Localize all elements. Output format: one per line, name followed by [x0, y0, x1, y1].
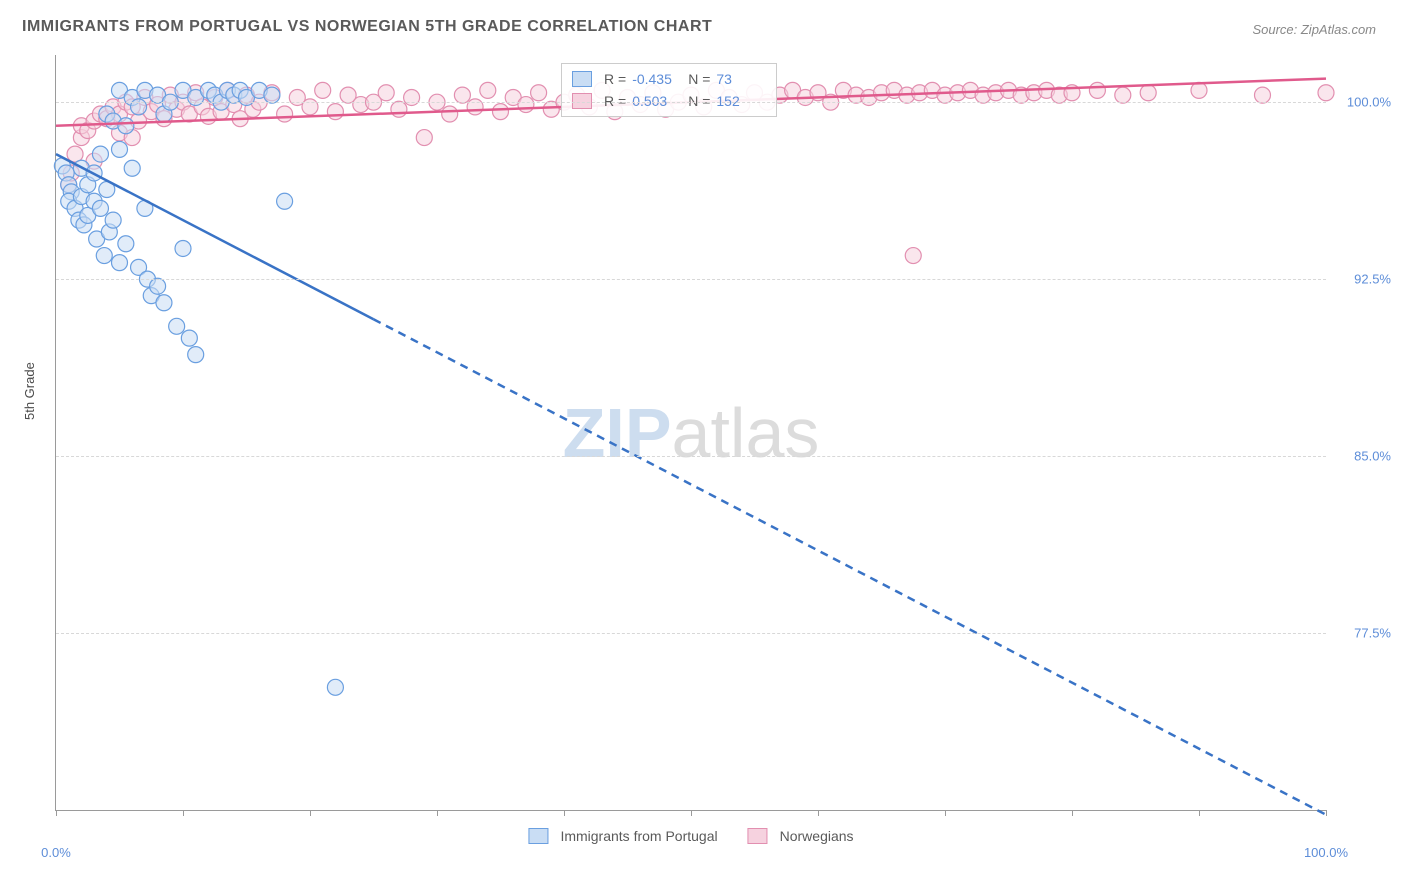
legend-swatch-portugal — [528, 828, 548, 844]
portugal-point — [169, 318, 185, 334]
x-tick — [1199, 810, 1200, 816]
correlation-swatch — [572, 93, 592, 109]
y-tick-label: 77.5% — [1354, 626, 1391, 641]
norwegian-point — [416, 130, 432, 146]
portugal-point — [118, 236, 134, 252]
portugal-trend-dashed — [374, 319, 1327, 814]
portugal-point — [92, 200, 108, 216]
portugal-point — [112, 255, 128, 271]
x-tick — [564, 810, 565, 816]
norwegian-point — [905, 248, 921, 264]
grid-line — [56, 456, 1326, 457]
portugal-point — [181, 330, 197, 346]
norwegian-point — [480, 82, 496, 98]
portugal-point — [92, 146, 108, 162]
norwegian-point — [391, 101, 407, 117]
x-tick-label: 100.0% — [1304, 845, 1348, 860]
y-tick-label: 100.0% — [1347, 95, 1391, 110]
legend-label-portugal: Immigrants from Portugal — [560, 828, 717, 844]
source-attribution: Source: ZipAtlas.com — [1252, 22, 1376, 37]
norwegian-point — [1318, 85, 1334, 101]
plot-area: ZIPatlas R =-0.435N =73R =0.503N =152 Im… — [55, 55, 1326, 811]
portugal-point — [124, 160, 140, 176]
grid-line — [56, 102, 1326, 103]
portugal-point — [175, 240, 191, 256]
portugal-point — [96, 248, 112, 264]
legend-item-norwegian: Norwegians — [748, 828, 854, 844]
norwegian-point — [277, 106, 293, 122]
portugal-point — [188, 347, 204, 363]
norwegian-point — [1140, 85, 1156, 101]
x-tick — [437, 810, 438, 816]
x-tick — [310, 810, 311, 816]
norwegian-point — [531, 85, 547, 101]
y-tick-label: 92.5% — [1354, 272, 1391, 287]
norwegian-point — [454, 87, 470, 103]
chart-container: IMMIGRANTS FROM PORTUGAL VS NORWEGIAN 5T… — [0, 0, 1406, 892]
correlation-row: R =0.503N =152 — [572, 90, 766, 112]
norwegian-point — [1255, 87, 1271, 103]
norwegian-point — [493, 104, 509, 120]
norwegian-point — [315, 82, 331, 98]
x-tick — [818, 810, 819, 816]
norwegian-point — [378, 85, 394, 101]
correlation-swatch — [572, 71, 592, 87]
grid-line — [56, 633, 1326, 634]
norwegian-point — [1115, 87, 1131, 103]
portugal-point — [150, 278, 166, 294]
portugal-point — [264, 87, 280, 103]
bottom-legend: Immigrants from Portugal Norwegians — [528, 828, 853, 844]
x-tick — [1326, 810, 1327, 816]
norwegian-point — [518, 97, 534, 113]
chart-svg — [56, 55, 1326, 810]
portugal-point — [277, 193, 293, 209]
x-tick — [56, 810, 57, 816]
portugal-point — [156, 295, 172, 311]
norwegian-point — [327, 104, 343, 120]
portugal-point — [118, 118, 134, 134]
x-tick — [1072, 810, 1073, 816]
norwegian-point — [442, 106, 458, 122]
correlation-legend: R =-0.435N =73R =0.503N =152 — [561, 63, 777, 117]
portugal-point — [112, 141, 128, 157]
correlation-row: R =-0.435N =73 — [572, 68, 766, 90]
x-tick — [945, 810, 946, 816]
y-axis-label: 5th Grade — [22, 362, 37, 420]
legend-item-portugal: Immigrants from Portugal — [528, 828, 717, 844]
x-tick-label: 0.0% — [41, 845, 71, 860]
portugal-point — [105, 212, 121, 228]
chart-title: IMMIGRANTS FROM PORTUGAL VS NORWEGIAN 5T… — [22, 18, 712, 36]
legend-label-norwegian: Norwegians — [780, 828, 854, 844]
grid-line — [56, 279, 1326, 280]
portugal-point — [327, 679, 343, 695]
norwegian-point — [1089, 82, 1105, 98]
norwegian-point — [1191, 82, 1207, 98]
legend-swatch-norwegian — [748, 828, 768, 844]
x-tick — [691, 810, 692, 816]
y-tick-label: 85.0% — [1354, 449, 1391, 464]
x-tick — [183, 810, 184, 816]
